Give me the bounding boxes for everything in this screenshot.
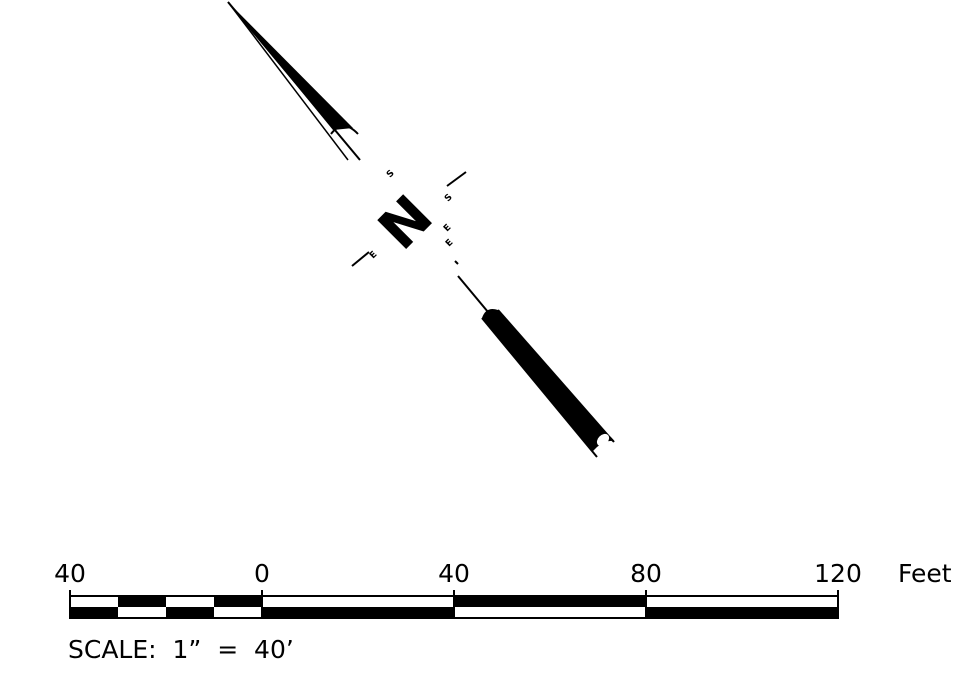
north-arrow-tail	[457, 275, 615, 458]
scale-tick-label-80: 80	[630, 559, 662, 588]
scale-tick-label-40-left: 40	[54, 559, 86, 588]
rose-label-3: E	[442, 223, 453, 234]
north-arrow-head	[227, 1, 361, 161]
rose-tick-ne	[446, 171, 467, 187]
rose-label-4: E	[444, 238, 455, 249]
scale-bar: 40 0 40 80 120 Feet SCALE:	[54, 559, 952, 664]
north-arrow: N S S E E E	[227, 1, 615, 458]
rose-label-1: S	[385, 168, 397, 180]
scale-bar-subdivisions	[70, 596, 262, 618]
rose-tick-sw	[351, 251, 370, 267]
scale-bar-ticks	[69, 590, 839, 618]
rose-tick-se	[454, 260, 459, 265]
scale-tick-label-120: 120	[814, 559, 862, 588]
scale-caption: SCALE: 1” = 40’	[68, 635, 294, 664]
compass-center: N S S E E E	[351, 168, 467, 267]
scale-unit-label: Feet	[898, 559, 952, 588]
scale-tick-label-40: 40	[438, 559, 470, 588]
scale-bar-segments	[262, 596, 838, 618]
north-letter: N	[366, 183, 445, 262]
rose-label-5: E	[368, 250, 379, 261]
rose-label-2: S	[443, 192, 455, 204]
scale-tick-label-0: 0	[254, 559, 270, 588]
